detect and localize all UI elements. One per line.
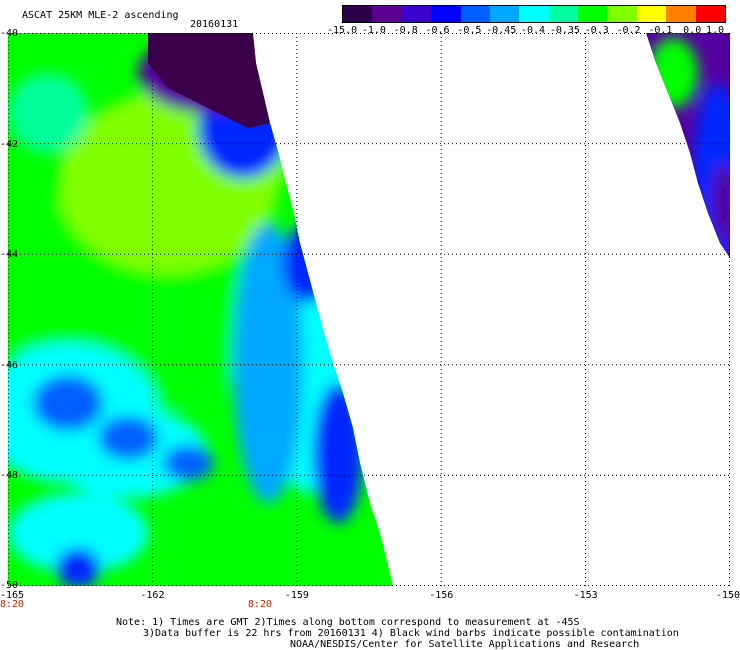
field-patch — [33, 375, 103, 431]
colorbar-segment — [695, 6, 726, 22]
chart-date: 20160131 — [190, 19, 239, 30]
colorbar-segment — [519, 6, 550, 22]
colorbar-label: -0.45 — [486, 25, 517, 36]
time-label-left: 8:20 — [0, 599, 25, 610]
field-patch — [648, 38, 698, 108]
latitude-tick-label: -46 — [0, 359, 19, 371]
colorbar-label: -0.1 — [648, 25, 673, 36]
latitude-tick-label: -44 — [0, 249, 19, 261]
colorbar-segment — [343, 6, 373, 22]
longitude-tick-label: -165 — [0, 590, 25, 601]
note-line-2: 3)Data buffer is 22 hrs from 20160131 4)… — [143, 628, 679, 639]
field-patch — [233, 223, 303, 503]
time-label-mid: 8:20 — [248, 599, 273, 610]
field-patch — [98, 416, 158, 460]
note-line-1: Note: 1) Times are GMT 2)Times along bot… — [116, 617, 580, 628]
field-patch — [8, 73, 88, 153]
colorbar-segment — [578, 6, 608, 22]
colorbar-label: -0.6 — [425, 25, 450, 36]
colorbar-segment — [607, 6, 638, 22]
colorbar-label: 1.0 — [706, 25, 725, 36]
graticule — [8, 33, 730, 586]
field-patch — [8, 493, 148, 573]
colorbar-label: -0.5 — [457, 25, 482, 36]
colorbar-label: -15.0 — [327, 25, 358, 36]
latitude-tick-label: -40 — [0, 28, 19, 39]
latitude-tick-label: -50 — [0, 580, 19, 591]
longitude-tick-label: -150 — [716, 590, 740, 601]
colorbar-label: -0.8 — [393, 25, 418, 36]
note-line-3: NOAA/NESDIS/Center for Satellite Applica… — [290, 639, 640, 650]
colorbar-label: -0.35 — [549, 25, 580, 36]
colorbar — [342, 5, 726, 23]
colorbar-label: -0.2 — [616, 25, 641, 36]
colorbar-segment — [666, 6, 697, 22]
colorbar-label: 0.0 — [683, 25, 702, 36]
field-patch — [283, 223, 333, 303]
colorbar-segment — [460, 6, 491, 22]
field-patch — [712, 163, 730, 243]
swath-west — [8, 33, 393, 586]
chart-title: ASCAT 25KM MLE-2 ascending — [22, 10, 179, 21]
colorbar-segment — [636, 6, 667, 22]
longitude-tick-label: -153 — [573, 590, 598, 601]
colorbar-segment — [548, 6, 579, 22]
field-patch — [148, 33, 270, 128]
colorbar-label: -0.4 — [521, 25, 546, 36]
latitude-tick-label: -48 — [0, 470, 19, 482]
colorbar-segment — [372, 6, 403, 22]
colorbar-label: -0.3 — [584, 25, 609, 36]
swath-east — [646, 33, 730, 258]
longitude-tick-label: -156 — [429, 590, 454, 601]
field-patch — [313, 383, 363, 523]
longitude-tick-label: -159 — [284, 590, 309, 601]
colorbar-segment — [489, 6, 520, 22]
longitude-tick-label: -162 — [140, 590, 165, 601]
map-plot — [8, 33, 730, 586]
colorbar-segment — [401, 6, 432, 22]
map-canvas — [8, 33, 730, 586]
latitude-tick-label: -42 — [0, 138, 19, 150]
field-patch — [163, 445, 213, 481]
field-patch — [56, 548, 100, 586]
colorbar-segment — [431, 6, 462, 22]
colorbar-label: -1.0 — [361, 25, 386, 36]
